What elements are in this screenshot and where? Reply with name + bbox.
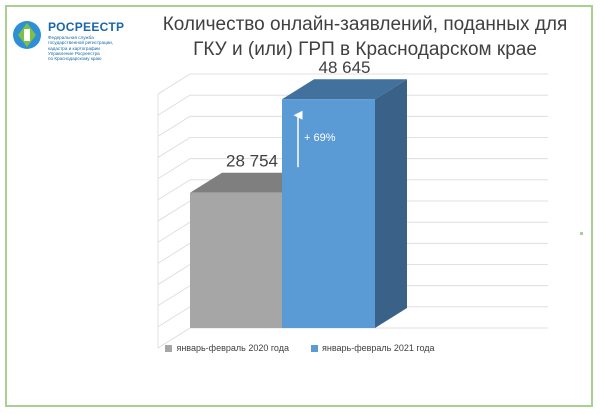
gridline bbox=[157, 137, 548, 158]
gridline bbox=[157, 73, 548, 95]
rosreestr-logo: РОСРЕЕСТР Федеральная служба государстве… bbox=[12, 14, 147, 72]
legend-item-2020: январь-февраль 2020 года bbox=[165, 343, 289, 353]
growth-annotation: + 69% bbox=[293, 110, 336, 168]
logo-name: РОСРЕЕСТР bbox=[48, 20, 125, 34]
value-labels: 28 754 48 645 bbox=[226, 58, 371, 171]
growth-label: + 69% bbox=[304, 132, 336, 144]
legend-label-2020: январь-февраль 2020 года bbox=[176, 343, 289, 353]
legend-item-2021: январь-февраль 2021 года bbox=[311, 343, 435, 353]
rosreestr-emblem-icon bbox=[13, 21, 41, 49]
gridline bbox=[157, 94, 548, 116]
gridline bbox=[157, 179, 548, 201]
logo-subtitle: Федеральная служба государственной регис… bbox=[48, 35, 114, 62]
legend-swatch-2021 bbox=[311, 344, 318, 352]
value-label-0: 28 754 bbox=[226, 152, 278, 171]
value-label-1: 48 645 bbox=[319, 58, 371, 77]
gridline bbox=[157, 158, 548, 180]
bar-0 bbox=[190, 192, 282, 328]
legend-label-2021: январь-февраль 2021 года bbox=[322, 343, 435, 353]
bar-top-1 bbox=[282, 79, 407, 100]
bar-side-1 bbox=[375, 79, 407, 329]
legend: январь-февраль 2020 года январь-февраль … bbox=[0, 343, 600, 353]
gridline bbox=[157, 115, 548, 137]
legend-swatch-2020 bbox=[165, 344, 173, 352]
corner-mark bbox=[580, 232, 583, 235]
chart-title: Количество онлайн-заявлений, поданных дл… bbox=[162, 14, 568, 60]
